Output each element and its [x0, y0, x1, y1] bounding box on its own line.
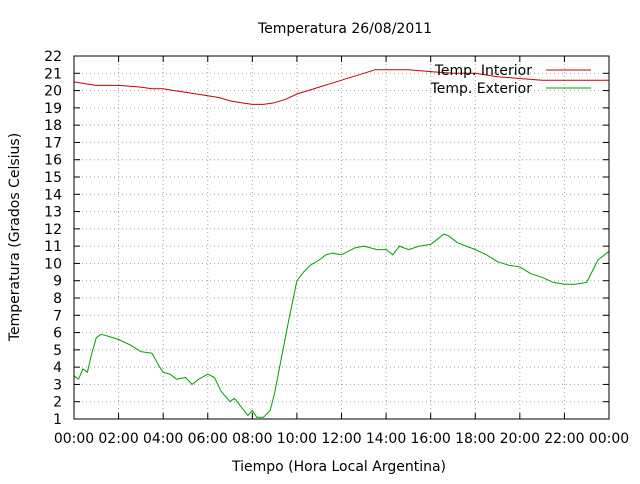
- series-line-interior: [73, 69, 609, 105]
- grid: [74, 56, 609, 419]
- y-tick-label: 1: [53, 412, 62, 428]
- x-tick-label: 04:00: [143, 431, 183, 447]
- y-tick-label: 12: [44, 222, 62, 238]
- series-lines: [73, 69, 610, 418]
- y-tick-label: 4: [53, 360, 62, 376]
- y-tick-label: 17: [44, 135, 62, 151]
- x-tick-label: 00:00: [54, 431, 94, 447]
- y-tick-label: 14: [44, 187, 62, 203]
- x-tick-label: 10:00: [277, 431, 317, 447]
- x-tick-label: 00:00: [589, 431, 629, 447]
- y-tick-label: 5: [53, 343, 62, 359]
- x-tick-label: 14:00: [366, 431, 406, 447]
- x-tick-label: 08:00: [232, 431, 272, 447]
- y-tick-label: 16: [44, 153, 62, 169]
- series-line-exterior: [73, 233, 610, 418]
- x-tick-label: 06:00: [188, 431, 228, 447]
- y-tick-label: 8: [53, 291, 62, 307]
- x-tick-label: 18:00: [455, 431, 495, 447]
- y-tick-label: 2: [53, 395, 62, 411]
- x-tick-label: 22:00: [544, 431, 584, 447]
- y-tick-label: 22: [44, 49, 62, 65]
- x-tick-label: 20:00: [500, 431, 540, 447]
- y-tick-label: 20: [44, 84, 62, 100]
- x-axis-label: Tiempo (Hora Local Argentina): [231, 459, 446, 475]
- y-tick-label: 11: [44, 239, 62, 255]
- y-axis-label: Temperatura (Grados Celsius): [7, 133, 23, 342]
- y-tick-label: 13: [44, 205, 62, 221]
- y-tick-label: 7: [53, 308, 62, 324]
- axis-ticks: 1234567891011121314151617181920212200:00…: [44, 49, 629, 447]
- plot-frame: [73, 55, 610, 420]
- legend: Temp. Interior Temp. Exterior: [430, 63, 591, 97]
- legend-label: Temp. Interior: [434, 63, 533, 79]
- y-tick-label: 21: [44, 66, 62, 82]
- x-tick-label: 12:00: [321, 431, 361, 447]
- x-tick-label: 16:00: [410, 431, 450, 447]
- y-tick-label: 19: [44, 101, 62, 117]
- y-tick-label: 9: [53, 274, 62, 290]
- y-tick-label: 3: [53, 377, 62, 393]
- legend-label: Temp. Exterior: [430, 81, 533, 97]
- y-tick-label: 10: [44, 256, 62, 272]
- chart-title: Temperatura 26/08/2011: [257, 21, 432, 37]
- x-tick-label: 02:00: [98, 431, 138, 447]
- y-tick-label: 18: [44, 118, 62, 134]
- y-tick-label: 15: [44, 170, 62, 186]
- y-tick-label: 6: [53, 326, 62, 342]
